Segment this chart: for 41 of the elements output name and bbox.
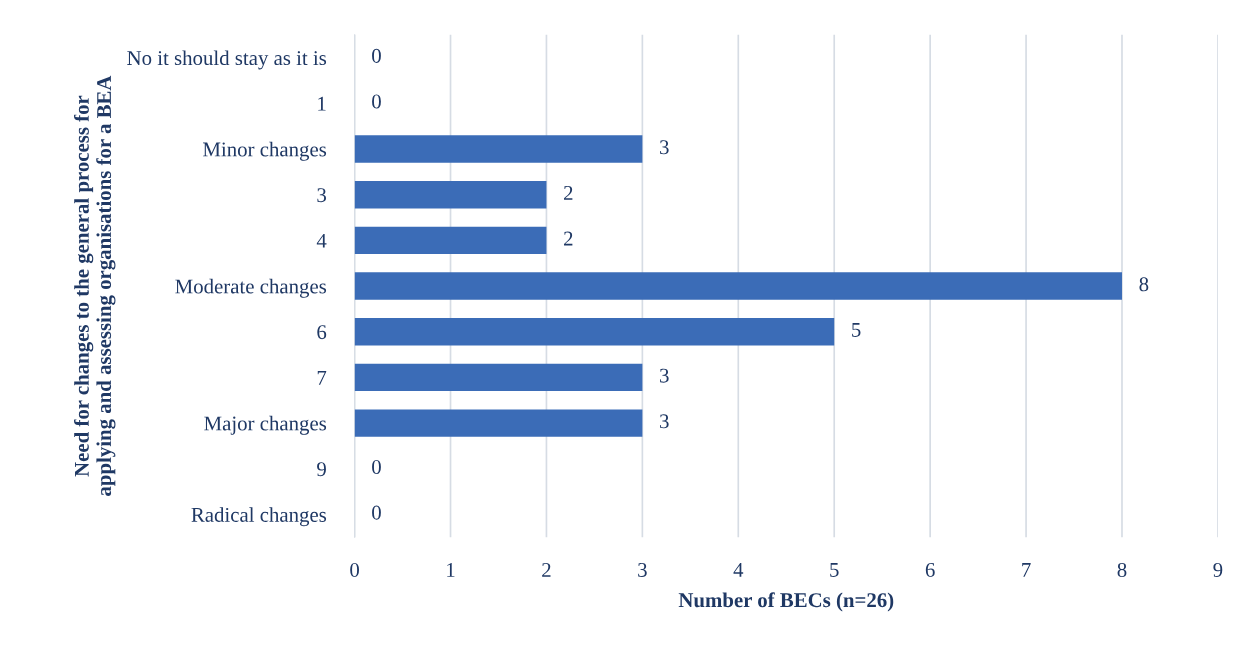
- y-tick-label: 1: [318, 96, 326, 111]
- y-axis-title: Need for changes to the general process for applying and assessing organisations for a BEA: [74, 75, 116, 496]
- x-tick-label: 9: [1213, 562, 1223, 577]
- bar: [354, 318, 835, 346]
- x-tick-label: 5: [830, 563, 839, 577]
- bar: [354, 135, 643, 163]
- data-label: 5: [852, 323, 861, 337]
- data-label: 0: [372, 459, 381, 474]
- x-axis-title: Number of BECs (n=26): [678, 592, 894, 612]
- bar: [354, 363, 643, 392]
- bar: [354, 226, 547, 255]
- data-label: 0: [372, 48, 381, 63]
- y-tick-label: 6: [317, 325, 327, 340]
- data-label: 3: [660, 414, 669, 429]
- bar: [354, 181, 547, 209]
- x-tick-label: 7: [1022, 563, 1031, 577]
- y-tick-label: Moderate changes: [175, 278, 327, 298]
- y-tick-label: 7: [317, 371, 327, 385]
- data-label: 2: [564, 185, 573, 200]
- data-label: 3: [660, 368, 669, 383]
- x-tick-label: 8: [1117, 562, 1127, 577]
- bar: [354, 272, 1122, 300]
- data-label: 3: [660, 140, 669, 155]
- bar: [354, 409, 643, 437]
- x-tick-label: 1: [447, 562, 455, 577]
- y-tick-label: Minor changes: [203, 141, 327, 161]
- y-tick-label: No it should stay as it is: [127, 50, 327, 70]
- data-label: 0: [372, 94, 381, 109]
- x-tick-label: 0: [350, 562, 360, 577]
- data-label: 8: [1139, 277, 1149, 292]
- data-label: 2: [564, 231, 573, 246]
- y-tick-label: 9: [317, 462, 326, 477]
- x-tick-label: 3: [638, 562, 647, 577]
- y-tick-label: Radical changes: [191, 507, 327, 527]
- x-tick-label: 2: [542, 562, 551, 577]
- y-tick-label: 3: [317, 188, 327, 203]
- y-tick-label: 4: [316, 233, 327, 248]
- data-label: 0: [372, 505, 381, 520]
- y-tick-label: Major changes: [204, 415, 327, 435]
- x-tick-label: 4: [733, 563, 744, 577]
- x-tick-label: 6: [925, 562, 935, 577]
